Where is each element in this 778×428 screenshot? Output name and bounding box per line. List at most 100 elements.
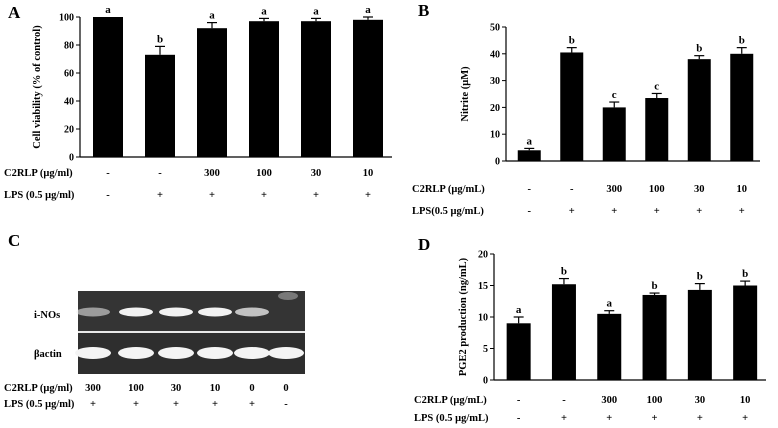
chart-a-condition-value: 100 — [256, 168, 272, 179]
chart-a-tick-label: 100 — [59, 13, 74, 24]
chart-b-condition-value: + — [611, 206, 617, 217]
chart-a-tick-label: 80 — [64, 41, 74, 52]
chart-a-condition-value: - — [106, 190, 110, 201]
chart-b-condition-value: - — [528, 184, 532, 195]
chart-d-tick-label: 5 — [483, 344, 488, 355]
chart-b-significance-label: a — [527, 135, 533, 147]
chart-b-significance-label: c — [612, 89, 617, 101]
gel-condition-value: + — [133, 399, 139, 410]
chart-d-significance-label: a — [516, 304, 522, 316]
gel-condition-value: 10 — [210, 383, 221, 394]
chart-d-bar — [597, 313, 622, 380]
band-label-actin: βactin — [34, 349, 62, 360]
chart-d-condition-value: 100 — [647, 395, 663, 406]
chart-b-bar — [560, 52, 584, 161]
chart-b-condition-value: - — [528, 206, 532, 217]
chart-a-condition-value: + — [313, 190, 319, 201]
gel-smear — [278, 292, 298, 300]
chart-a-tick-label: 0 — [69, 153, 74, 164]
chart-d-condition-value: 10 — [740, 395, 751, 406]
chart-a-bar — [145, 54, 175, 157]
chart-d-significance-label: b — [697, 271, 703, 283]
chart-a-bar — [301, 21, 331, 158]
chart-b-condition-value: + — [739, 206, 745, 217]
chart-b-bar — [517, 150, 541, 161]
actin-band — [234, 347, 270, 359]
chart-d-condition-value: + — [652, 413, 658, 424]
chart-d-bar — [687, 289, 712, 380]
chart-d-condition-value: - — [517, 413, 521, 424]
chart-d-bar — [642, 294, 667, 380]
chart-a-condition-label: LPS (0.5 μg/ml) — [4, 190, 75, 201]
actin-band — [268, 347, 304, 359]
chart-d-bar — [506, 323, 531, 380]
chart-b-significance-label: b — [569, 35, 575, 47]
chart-b-tick-label: 10 — [490, 130, 500, 141]
gel-condition-value: 0 — [283, 383, 288, 394]
gel-condition-table: 300 +100 +30 +10 +0 +0 - C2RLP (μg/ml) LPS (0.5 … — [4, 383, 289, 410]
chart-d-tick-label: 15 — [478, 281, 488, 292]
gel-condition-value: + — [249, 399, 255, 410]
chart-d-condition-value: + — [697, 413, 703, 424]
chart-a-y-axis-label: Cell viability (% of control) — [32, 25, 43, 149]
band-label-inos: i-NOs — [34, 310, 60, 321]
chart-a-bar — [197, 28, 227, 158]
chart-a-condition-label: C2RLP (μg/ml) — [4, 168, 73, 179]
chart-b-bar — [645, 98, 669, 161]
actin-band — [158, 347, 194, 359]
chart-d-tick-label: 10 — [478, 313, 488, 324]
chart-d-condition-value: - — [517, 395, 521, 406]
chart-b-significance-label: b — [739, 35, 745, 47]
chart-a-bar — [249, 21, 279, 158]
inos-band — [235, 307, 269, 317]
chart-b-tick-label: 20 — [490, 103, 500, 114]
chart-b-condition-label: LPS(0.5 μg/mL) — [412, 206, 484, 217]
gel-condition-label: LPS (0.5 μg/ml) — [4, 399, 75, 410]
chart-panel-b: 0 10 20 30 40 50 Nitrite (μM) a - - b - + c 300 + c 100 + b… — [412, 23, 760, 217]
chart-a-significance-label: a — [261, 5, 267, 17]
chart-b-significance-label: b — [696, 43, 702, 55]
chart-b-condition-value: + — [696, 206, 702, 217]
inos-band — [119, 307, 153, 317]
chart-a-tick-label: 40 — [64, 97, 74, 108]
panel-label-a: A — [8, 3, 21, 22]
chart-d-tick-label: 20 — [478, 250, 488, 261]
chart-a-bar — [353, 19, 383, 157]
chart-panel-a: 0 20 40 60 80 100 Cell viability (% of control… — [4, 4, 392, 201]
gel-condition-value: 30 — [171, 383, 182, 394]
chart-b-condition-value: - — [570, 184, 574, 195]
chart-a-tick-label: 60 — [64, 69, 74, 80]
gel-condition-value: + — [212, 399, 218, 410]
chart-d-significance-label: a — [607, 298, 613, 310]
chart-b-condition-value: + — [654, 206, 660, 217]
chart-b-condition-value: 100 — [649, 184, 665, 195]
chart-a-condition-value: 10 — [363, 168, 374, 179]
inos-band — [76, 307, 110, 317]
chart-d-tick-label: 0 — [483, 376, 488, 387]
chart-b-significance-label: c — [654, 80, 659, 92]
chart-a-condition-value: + — [209, 190, 215, 201]
chart-d-condition-value: - — [562, 395, 566, 406]
chart-a-significance-label: a — [105, 4, 111, 16]
panel-label-c: C — [8, 231, 20, 250]
chart-a-tick-label: 20 — [64, 125, 74, 136]
chart-b-bar — [730, 53, 754, 161]
chart-a-condition-value: - — [106, 168, 110, 179]
chart-b-tick-label: 0 — [495, 157, 500, 168]
gel-condition-value: 100 — [128, 383, 144, 394]
chart-b-condition-label: C2RLP (μg/mL) — [412, 184, 485, 195]
inos-band — [159, 307, 193, 317]
western-blot-panel: i-NOs βactin 300 +100 +30 +10 +0 +0 - C2RLP (μg… — [4, 291, 305, 410]
gel-condition-label: C2RLP (μg/ml) — [4, 383, 73, 394]
chart-a-significance-label: a — [313, 5, 319, 17]
chart-d-y-axis-label: PGE2 production (ng/mL) — [458, 257, 469, 376]
chart-b-condition-value: 30 — [694, 184, 705, 195]
chart-b-tick-label: 50 — [490, 23, 500, 34]
chart-a-significance-label: b — [157, 33, 163, 45]
gel-condition-value: 300 — [85, 383, 101, 394]
chart-a-significance-label: a — [209, 10, 215, 22]
chart-b-condition-value: 300 — [606, 184, 622, 195]
inos-band — [198, 307, 232, 317]
chart-a-condition-value: + — [365, 190, 371, 201]
